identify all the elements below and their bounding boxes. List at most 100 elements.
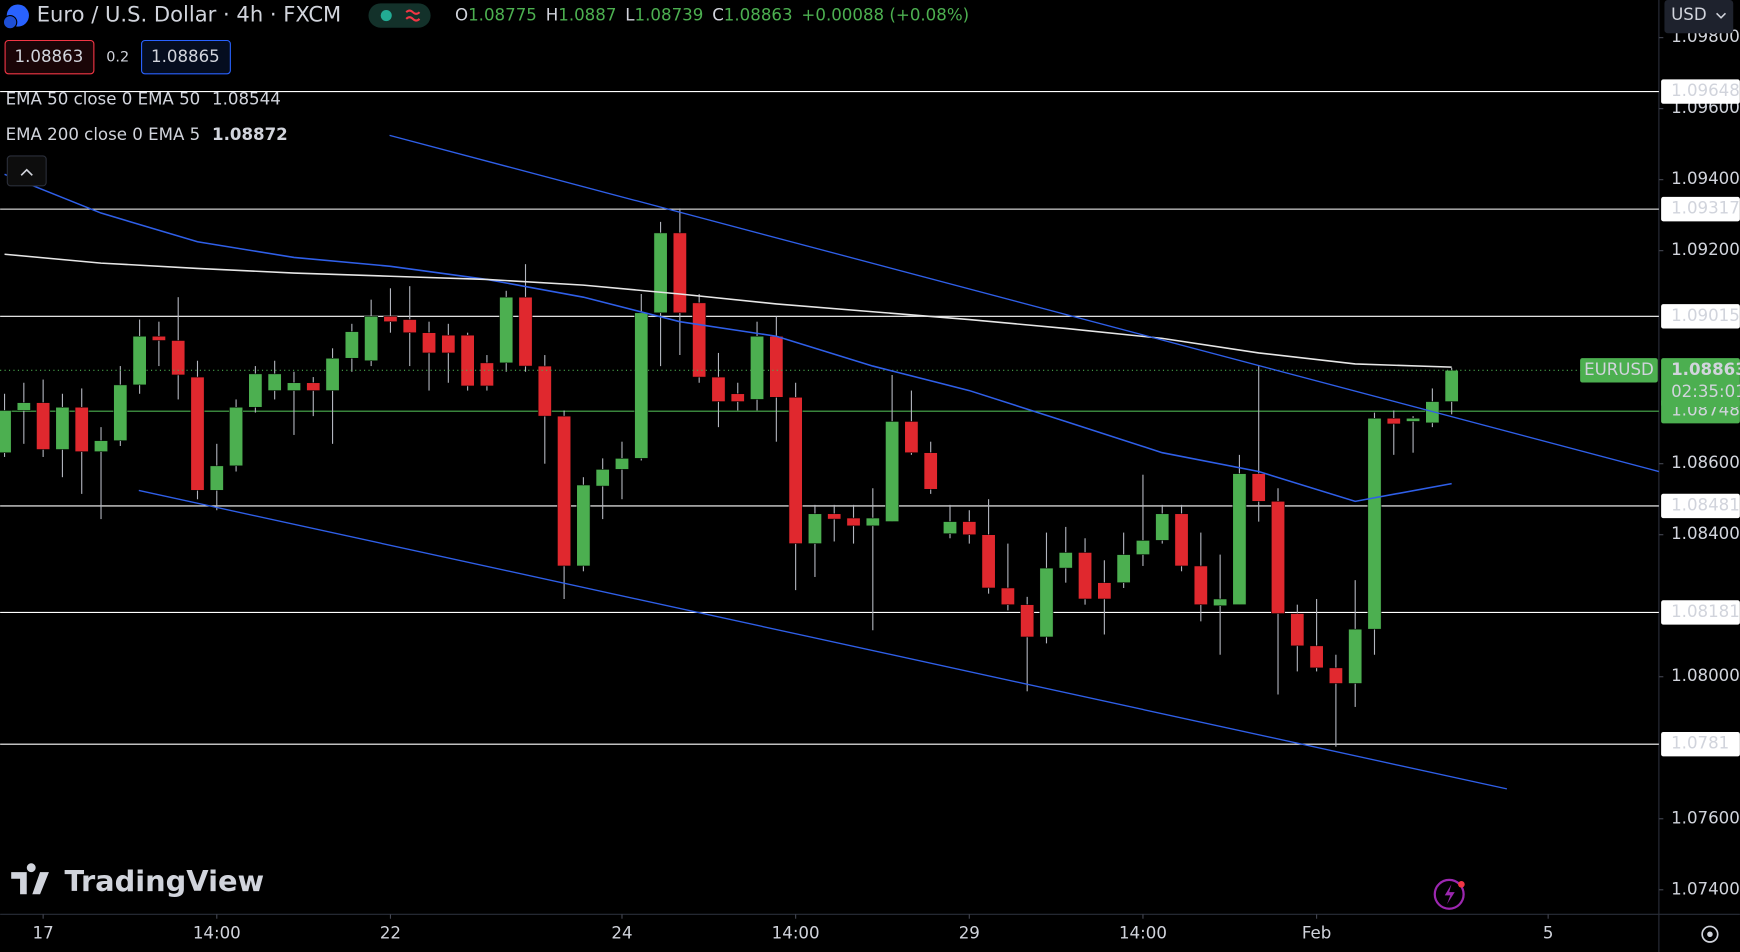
ohlc-prefix: L <box>625 5 635 24</box>
candle-body <box>1058 552 1073 569</box>
ema-legend-label[interactable]: EMA 50 close 0 EMA 50 <box>6 89 201 108</box>
buy-button[interactable] <box>141 39 231 75</box>
settings-icon[interactable] <box>1701 925 1719 943</box>
x-tick-label: 17 <box>33 924 54 943</box>
candle-body <box>1136 540 1150 555</box>
status-pill[interactable] <box>368 3 431 28</box>
level-tag <box>1661 304 1740 329</box>
candle-body <box>672 232 687 314</box>
symbol-title[interactable]: Euro / U.S. Dollar · 4h · FXCM <box>37 2 342 27</box>
ohlc-prefix: H <box>546 5 559 24</box>
level-tag <box>1661 493 1740 519</box>
candle-body <box>827 513 842 520</box>
candle-body <box>537 365 552 417</box>
candle-body <box>981 534 996 589</box>
level-label: 1.08181 <box>1671 602 1740 621</box>
candle-body <box>1251 473 1266 502</box>
level-tag <box>1661 600 1740 625</box>
candle-body <box>846 517 861 527</box>
level-tag <box>1661 79 1740 104</box>
candle-body <box>499 296 514 364</box>
candle-body <box>1000 587 1015 605</box>
candle-body <box>595 469 610 487</box>
candle-body <box>1097 582 1112 600</box>
level-label: 1.09317 <box>1671 199 1740 218</box>
bid-price: 1.08863 <box>15 47 84 66</box>
candle-body <box>576 484 591 567</box>
ema-line <box>4 173 1452 503</box>
candle-body <box>1328 667 1343 684</box>
ema-legend-value: 1.08544 <box>212 89 281 108</box>
candle-body <box>865 517 880 527</box>
ohlc-high: 1.0887 <box>558 5 616 24</box>
candle-body <box>151 335 166 341</box>
candle-body <box>634 312 649 459</box>
last-price-tag <box>1661 358 1740 407</box>
candle-body <box>653 232 668 314</box>
x-tick-label: 24 <box>611 924 632 943</box>
candle-body <box>306 382 321 391</box>
alert-icon[interactable] <box>1433 878 1465 910</box>
symbol-tag <box>1580 358 1658 383</box>
symbol-tag-label: EURUSD <box>1584 360 1654 379</box>
candle-body <box>1039 567 1054 638</box>
candle-body <box>229 406 244 467</box>
ohlc-close: 1.08863 <box>724 5 793 24</box>
x-tick-label: 14:00 <box>772 924 820 943</box>
last-price-label: 1.08863 <box>1671 360 1740 379</box>
level-label: 1.09015 <box>1671 306 1740 325</box>
candle-body <box>1078 552 1092 600</box>
candle-body <box>730 393 745 402</box>
candle-body <box>1213 598 1228 607</box>
candle-body <box>402 319 417 333</box>
candle-body <box>1232 473 1247 605</box>
plot-area: 1.07400 1.07600 1.08000 1.08400 1.08600 1.092… <box>0 27 1740 943</box>
x-tick-label: 29 <box>959 924 980 943</box>
y-tick-label: 1.08600 <box>1671 453 1740 472</box>
y-tick-label: 1.08000 <box>1671 666 1740 685</box>
candle-body <box>0 410 12 453</box>
candle-body <box>325 357 340 391</box>
candle-body <box>1155 513 1170 541</box>
candle-body <box>248 373 263 408</box>
y-tick-label: 1.09400 <box>1671 169 1740 188</box>
y-tick-label: 1.07600 <box>1671 808 1740 827</box>
candle-body <box>1116 554 1131 583</box>
ema-legend-value: 1.08872 <box>212 125 288 144</box>
candle-body <box>344 331 359 359</box>
level-label: 1.0781 <box>1671 734 1729 753</box>
candle-body <box>190 376 205 491</box>
x-tick-label: 22 <box>380 924 401 943</box>
candle-body <box>422 332 436 354</box>
candle-body <box>267 373 282 391</box>
ohlc-open: 1.08775 <box>468 5 537 24</box>
candle-body <box>1348 628 1363 684</box>
candle-body <box>1193 565 1208 605</box>
level-tag <box>1661 731 1740 757</box>
x-tick-label: Feb <box>1302 924 1331 943</box>
ohlc-legend: O1.08775 H1.0887 L1.08739 C1.08863 +0.00088 … <box>455 5 969 24</box>
settings-icon-core <box>1707 931 1713 938</box>
overlay: 1.09648 1.09317 1.09015 1.08481 1.08181 1.078… <box>1580 79 1740 757</box>
candle-body <box>769 335 784 398</box>
countdown-label: 02:35:01 <box>1671 382 1740 401</box>
currency-button[interactable] <box>1664 0 1734 34</box>
candle-body <box>1406 417 1421 422</box>
trend-line-upper <box>389 134 1660 473</box>
spread: 0.2 <box>106 50 129 66</box>
alert-dot <box>1458 880 1465 888</box>
ema-line <box>4 253 1452 368</box>
candle-body <box>364 316 379 362</box>
sell-button[interactable] <box>4 39 95 75</box>
candle-body <box>1174 513 1189 567</box>
x-tick-label: 14:00 <box>193 924 241 943</box>
candle-body <box>460 334 475 387</box>
ask-price: 1.08865 <box>151 47 220 66</box>
level-label: 1.08481 <box>1671 495 1740 514</box>
candle-body <box>1386 417 1401 425</box>
candle-body <box>962 521 977 535</box>
ema-legend-label[interactable]: EMA 200 close 0 EMA 5 <box>6 125 201 144</box>
